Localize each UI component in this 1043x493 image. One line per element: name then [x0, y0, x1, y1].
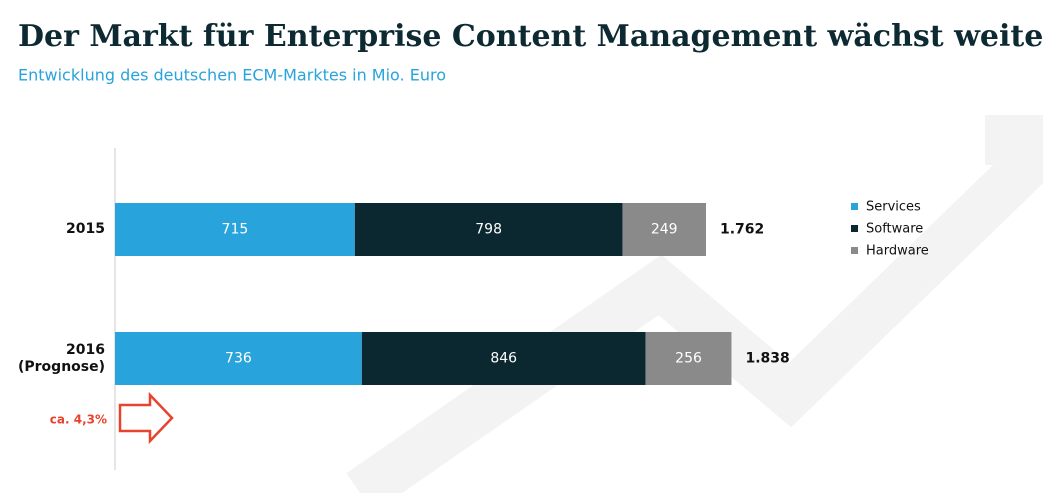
annotation: ca. 4,3%	[50, 413, 107, 427]
legend-label: Services	[866, 200, 921, 215]
value-label: 736	[225, 351, 252, 367]
background-arrow	[346, 132, 1043, 493]
total-label: 1.762	[720, 222, 764, 238]
legend-label: Hardware	[866, 244, 929, 259]
value-label: 798	[475, 222, 502, 238]
bar-segment	[115, 203, 355, 256]
category-label: 2016 (Prognose)	[17, 341, 105, 375]
category-label: 2015	[66, 221, 105, 237]
background-shape	[985, 115, 1043, 165]
bar-segment	[115, 332, 362, 385]
legend-swatch	[851, 225, 858, 232]
value-label: 249	[651, 222, 678, 238]
value-label: 256	[675, 351, 702, 367]
chart-title: Der Markt für Enterprise Content Managem…	[18, 19, 1043, 54]
chart-subtitle: Entwicklung des deutschen ECM-Marktes in…	[18, 66, 446, 85]
bar-segment	[354, 203, 623, 256]
growth-arrow	[118, 391, 174, 445]
value-label: 846	[490, 351, 517, 367]
legend-swatch	[851, 203, 858, 210]
legend-swatch	[851, 247, 858, 254]
bar-segment	[361, 332, 646, 385]
value-label: 715	[222, 222, 249, 238]
total-label: 1.838	[745, 351, 789, 367]
legend-label: Software	[866, 222, 923, 237]
bar-segment	[645, 332, 732, 385]
bar-segment	[622, 203, 706, 256]
